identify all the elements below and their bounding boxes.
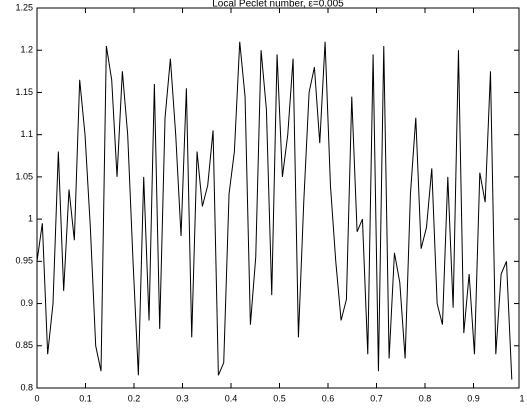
y-tick-label: 1.2	[20, 45, 33, 55]
x-tick-label: 0.6	[322, 393, 335, 403]
x-tick-label: 0.7	[370, 393, 383, 403]
y-tick-label: 0.85	[15, 340, 33, 350]
y-tick-label: 1.15	[15, 87, 33, 97]
x-tick-label: 0.8	[419, 393, 432, 403]
x-tick-label: 0.9	[467, 393, 480, 403]
data-line	[36, 41, 513, 380]
y-tick-label: 0.95	[15, 256, 33, 266]
y-tick-label: 1.25	[15, 2, 33, 12]
x-tick-label: 0	[34, 393, 39, 403]
y-tick-label: 1	[28, 213, 33, 223]
y-tick-label: 1.1	[20, 129, 33, 139]
y-tick-label: 0.8	[20, 382, 33, 392]
x-tick-label: 0.2	[128, 393, 141, 403]
x-tick-label: 1	[519, 393, 524, 403]
chart-title: Local Peclet number, ε=0.005	[212, 0, 344, 10]
y-tick-label: 1.05	[15, 171, 33, 181]
x-tick-label: 0.4	[225, 393, 238, 403]
x-tick-label: 0.3	[176, 393, 189, 403]
axes-box	[36, 7, 520, 389]
y-tick-label: 0.9	[20, 298, 33, 308]
x-tick-label: 0.1	[79, 393, 92, 403]
x-tick-label: 0.5	[273, 393, 286, 403]
